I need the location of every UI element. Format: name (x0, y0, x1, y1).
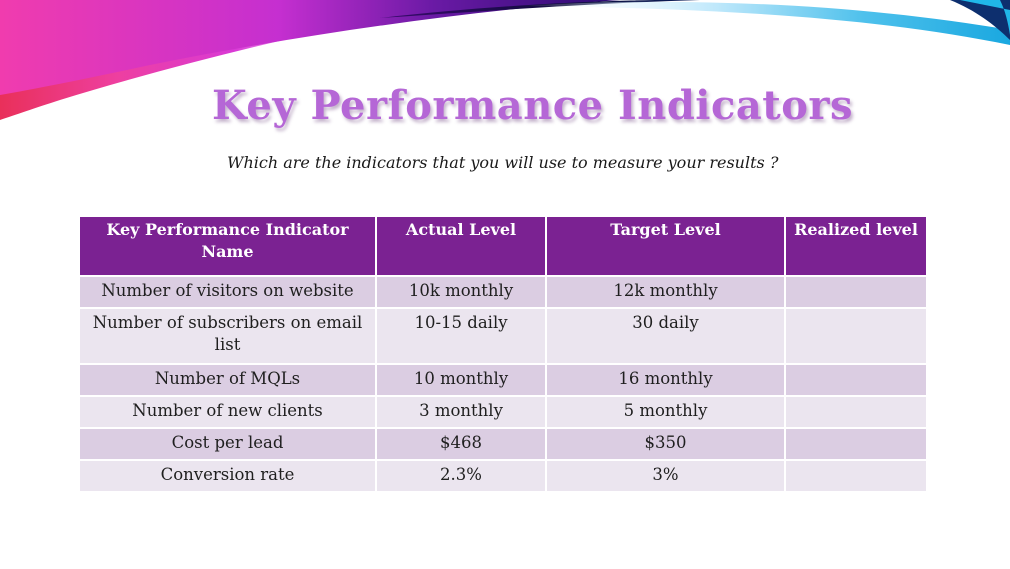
kpi-table: Key Performance Indicator Name Actual Le… (78, 215, 928, 493)
header-actual-level: Actual Level (375, 215, 547, 277)
kpi-name-cell: Conversion rate (78, 459, 377, 493)
actual-level-cell: 10 monthly (375, 363, 547, 397)
target-level-cell: 16 monthly (545, 363, 786, 397)
realized-level-cell (784, 395, 928, 429)
target-level-cell: $350 (545, 427, 786, 461)
actual-level-cell: 2.3% (375, 459, 547, 493)
header-realized-level: Realized level (784, 215, 928, 277)
kpi-name-cell: Number of visitors on website (78, 275, 377, 309)
target-level-cell: 30 daily (545, 307, 786, 365)
realized-level-cell (784, 459, 928, 493)
kpi-name-cell: Cost per lead (78, 427, 377, 461)
table-row: Cost per lead $468 $350 (78, 427, 928, 461)
table-row: Number of MQLs 10 monthly 16 monthly (78, 363, 928, 397)
header-kpi-name: Key Performance Indicator Name (78, 215, 377, 277)
table-row: Number of subscribers on email list 10-1… (78, 307, 928, 365)
actual-level-cell: 10-15 daily (375, 307, 547, 365)
realized-level-cell (784, 275, 928, 309)
actual-level-cell: 10k monthly (375, 275, 547, 309)
kpi-name-cell: Number of subscribers on email list (78, 307, 377, 365)
slide-subtitle: Which are the indicators that you will u… (227, 153, 779, 172)
target-level-cell: 12k monthly (545, 275, 786, 309)
table-row: Number of visitors on website 10k monthl… (78, 275, 928, 309)
realized-level-cell (784, 307, 928, 365)
realized-level-cell (784, 427, 928, 461)
target-level-cell: 3% (545, 459, 786, 493)
table-row: Conversion rate 2.3% 3% (78, 459, 928, 493)
target-level-cell: 5 monthly (545, 395, 786, 429)
decorative-swoosh (0, 0, 1010, 120)
table-row: Number of new clients 3 monthly 5 monthl… (78, 395, 928, 429)
kpi-name-cell: Number of MQLs (78, 363, 377, 397)
actual-level-cell: 3 monthly (375, 395, 547, 429)
header-target-level: Target Level (545, 215, 786, 277)
table-header-row: Key Performance Indicator Name Actual Le… (78, 215, 928, 277)
kpi-name-cell: Number of new clients (78, 395, 377, 429)
actual-level-cell: $468 (375, 427, 547, 461)
realized-level-cell (784, 363, 928, 397)
slide-title: Key Performance Indicators (211, 82, 854, 129)
